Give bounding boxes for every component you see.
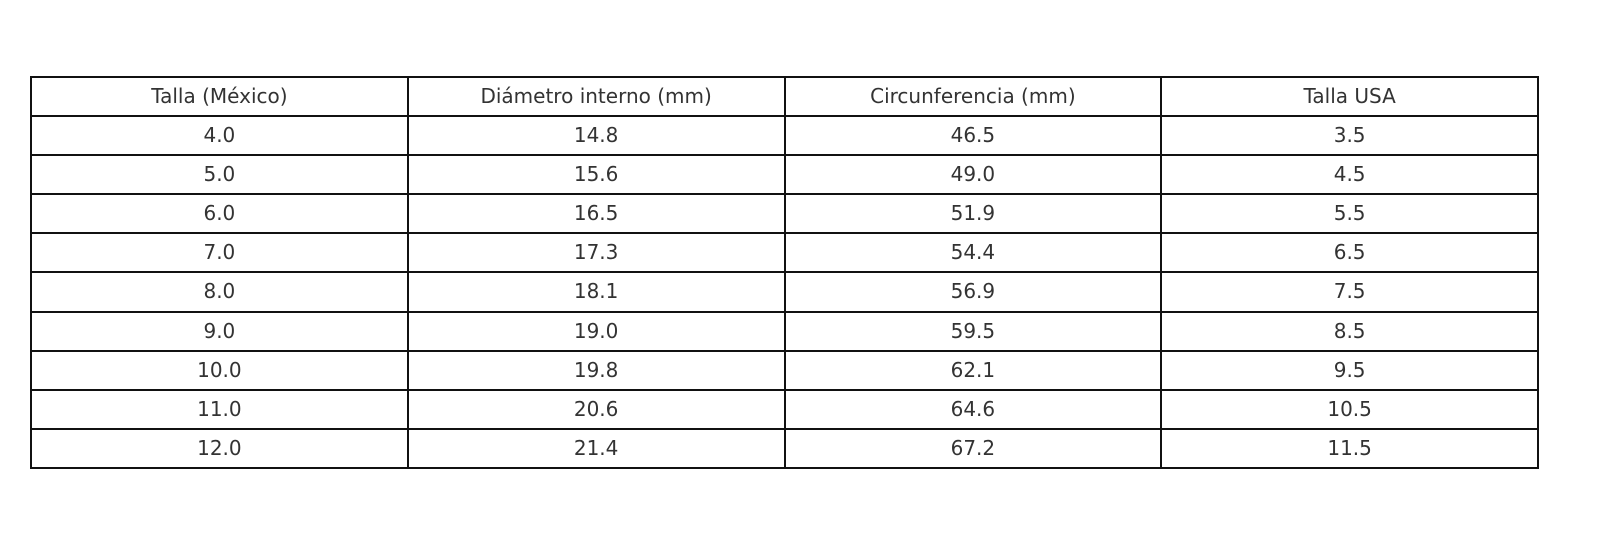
table-cell: 9.0 [30, 310, 409, 352]
table-cell: 5.5 [1160, 193, 1539, 235]
table-cell: 10.5 [1160, 388, 1539, 430]
table-cell: 8.5 [1160, 310, 1539, 352]
table-row: 9.0 19.0 59.5 8.5 [30, 310, 1539, 352]
table-cell: 7.5 [1160, 271, 1539, 313]
table-header-row: Talla (México) Diámetro interno (mm) Circu… [30, 76, 1539, 117]
table-cell: 18.1 [406, 271, 786, 313]
table-cell: 59.5 [783, 310, 1163, 352]
table-row: 4.0 14.8 46.5 3.5 [30, 114, 1539, 157]
table-cell: 17.3 [406, 232, 786, 274]
table-cell: 8.0 [30, 271, 409, 313]
column-header: Talla (México) [30, 76, 409, 117]
table-cell: 4.5 [1160, 154, 1539, 196]
table-cell: 11.0 [30, 388, 409, 430]
table-cell: 6.5 [1160, 232, 1539, 274]
table-cell: 15.6 [406, 154, 786, 196]
column-header: Diámetro interno (mm) [406, 76, 786, 117]
table-cell: 7.0 [30, 232, 409, 274]
table-cell: 67.2 [783, 427, 1163, 470]
table-row: 7.0 17.3 54.4 6.5 [30, 232, 1539, 274]
column-header: Circunferencia (mm) [783, 76, 1163, 117]
table-row: 6.0 16.5 51.9 5.5 [30, 193, 1539, 235]
table-cell: 3.5 [1160, 114, 1539, 157]
table-cell: 54.4 [783, 232, 1163, 274]
table-row: 11.0 20.6 64.6 10.5 [30, 388, 1539, 430]
table-cell: 19.0 [406, 310, 786, 352]
table-row: 8.0 18.1 56.9 7.5 [30, 271, 1539, 313]
table-cell: 6.0 [30, 193, 409, 235]
table-cell: 4.0 [30, 114, 409, 157]
table-cell: 62.1 [783, 349, 1163, 391]
table-cell: 9.5 [1160, 349, 1539, 391]
table-cell: 12.0 [30, 427, 409, 470]
table-row: 5.0 15.6 49.0 4.5 [30, 154, 1539, 196]
table-cell: 10.0 [30, 349, 409, 391]
table-cell: 14.8 [406, 114, 786, 157]
table-cell: 21.4 [406, 427, 786, 470]
table-cell: 51.9 [783, 193, 1163, 235]
column-header: Talla USA [1160, 76, 1539, 117]
table-cell: 16.5 [406, 193, 786, 235]
table-row: 12.0 21.4 67.2 11.5 [30, 427, 1539, 470]
table-cell: 49.0 [783, 154, 1163, 196]
table-body: 4.0 14.8 46.5 3.5 5.0 15.6 49.0 4.5 6.0 16.5 51.9 5… [30, 114, 1539, 470]
table-cell: 11.5 [1160, 427, 1539, 470]
table-cell: 56.9 [783, 271, 1163, 313]
ring-size-table: Talla (México) Diámetro interno (mm) Circu… [30, 76, 1539, 470]
table-cell: 64.6 [783, 388, 1163, 430]
table-cell: 5.0 [30, 154, 409, 196]
table-cell: 19.8 [406, 349, 786, 391]
table-cell: 46.5 [783, 114, 1163, 157]
table-cell: 20.6 [406, 388, 786, 430]
table-row: 10.0 19.8 62.1 9.5 [30, 349, 1539, 391]
